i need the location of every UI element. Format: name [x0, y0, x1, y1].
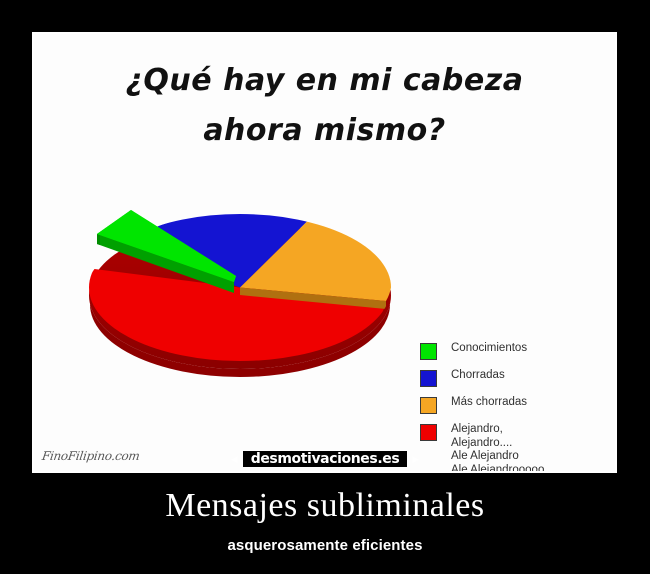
legend-swatch-alejandro [420, 424, 437, 441]
pie-slice-chorradas [121, 214, 312, 288]
legend-item[interactable]: Alejandro, Alejandro.... Ale Alejandro A… [420, 423, 615, 473]
caption-block: Mensajes subliminales asquerosamente efi… [0, 486, 650, 554]
pie-disc [89, 214, 391, 361]
meme-image-panel: ¿Qué hay en mi cabeza ahora mismo? [32, 32, 617, 473]
caption-title: Mensajes subliminales [165, 487, 485, 524]
meme-title-line-2: ahora mismo? [203, 113, 446, 148]
legend-label-alejandro: Alejandro, Alejandro.... Ale Alejandro A… [451, 423, 545, 473]
source-watermark: FinoFilipino.com [41, 449, 141, 463]
meme-title-line-1: ¿Qué hay en mi cabeza [125, 63, 524, 98]
legend-label-conocimientos: Conocimientos [451, 342, 528, 354]
legend-swatch-mas-chorradas [420, 397, 437, 414]
chart-legend: Conocimientos Chorradas Más chorradas Al… [420, 342, 615, 473]
pie-slice-conocimientos-exploded [84, 192, 244, 302]
legend-item[interactable]: Conocimientos [420, 342, 615, 360]
pie-slice-edge-orange [240, 287, 386, 309]
legend-swatch-chorradas [420, 370, 437, 387]
caption-subtitle: asquerosamente eficientes [227, 537, 423, 554]
legend-item[interactable]: Chorradas [420, 369, 615, 387]
pie-graphic [84, 184, 394, 399]
meme-title: ¿Qué hay en mi cabeza ahora mismo? [34, 56, 615, 156]
legend-label-chorradas: Chorradas [451, 369, 505, 381]
legend-item[interactable]: Más chorradas [420, 396, 615, 414]
legend-label-mas-chorradas: Más chorradas [451, 396, 528, 408]
legend-swatch-conocimientos [420, 343, 437, 360]
pie-chart: Conocimientos Chorradas Más chorradas Al… [34, 174, 615, 471]
pie-slice-alejandro [89, 269, 386, 361]
